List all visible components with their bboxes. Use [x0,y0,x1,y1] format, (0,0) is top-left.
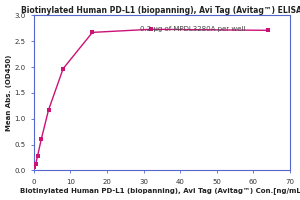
X-axis label: Biotinylated Human PD-L1 (biopanning), Avi Tag (Avitag™) Con.[ng/mL]: Biotinylated Human PD-L1 (biopanning), A… [20,188,300,194]
Y-axis label: Mean Abs. (OD450): Mean Abs. (OD450) [6,55,12,131]
Text: 0.2 µg of MPDL3280A per well: 0.2 µg of MPDL3280A per well [140,26,245,32]
Title: Biotinylated Human PD-L1 (biopanning), Avi Tag (Avitag™) ELISA: Biotinylated Human PD-L1 (biopanning), A… [22,6,300,15]
